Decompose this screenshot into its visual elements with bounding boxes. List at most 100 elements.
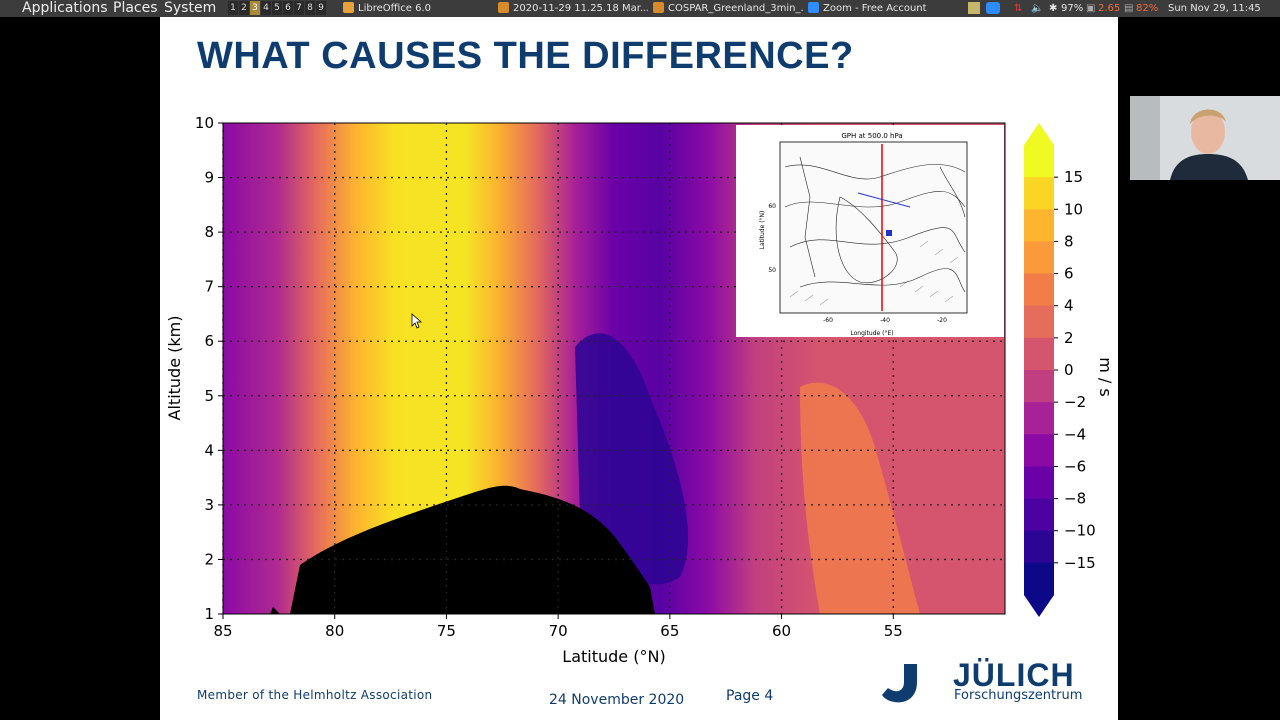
y-tick-label: 6 bbox=[204, 332, 214, 350]
colorbar-tick-label: −8 bbox=[1064, 490, 1086, 508]
plot-frame bbox=[222, 122, 1006, 615]
y-tick-label: 8 bbox=[204, 223, 214, 241]
colorbar-tick-label: 10 bbox=[1064, 200, 1083, 218]
juelich-logo-icon bbox=[882, 664, 917, 703]
workspace-1[interactable]: 1 bbox=[228, 1, 238, 15]
x-tick-label: 70 bbox=[549, 622, 568, 640]
volume-icon[interactable]: 🔈 bbox=[1031, 3, 1044, 14]
tray-app-icon[interactable] bbox=[968, 2, 980, 14]
colorbar-segment bbox=[1024, 305, 1054, 339]
inset-y-tick: 50 bbox=[768, 267, 776, 274]
colorbar-segment bbox=[1024, 530, 1054, 564]
inset-map: GPH at 500.0 hPa Latitude (°N) 60 50 -60… bbox=[736, 125, 1004, 337]
x-tick-label: 60 bbox=[772, 622, 791, 640]
colorbar-segment bbox=[1024, 466, 1054, 500]
webcam-video[interactable] bbox=[1130, 96, 1280, 180]
inset-contours bbox=[784, 156, 966, 293]
colorbar-ticks: 15 10 8 6 4 2 0 −2 −4 −6 −8 −10 −15 bbox=[1054, 168, 1096, 572]
colorbar-segment bbox=[1024, 402, 1054, 435]
colorbar-tick-label: 8 bbox=[1064, 232, 1074, 250]
workspace-8[interactable]: 8 bbox=[305, 1, 315, 15]
load-label: 2.65 bbox=[1098, 3, 1121, 14]
inset-frame bbox=[779, 141, 968, 314]
battery-label[interactable]: 97% bbox=[1061, 3, 1084, 14]
menu-applications[interactable]: Applications bbox=[22, 0, 108, 16]
colorbar-tick-label: 15 bbox=[1064, 168, 1083, 186]
task-libreoffice[interactable]: LibreOffice 6.0 bbox=[343, 0, 493, 17]
memory-icon: ▤ bbox=[1124, 3, 1134, 14]
libreoffice-icon bbox=[343, 2, 354, 13]
y-tick-label: 3 bbox=[204, 496, 214, 514]
cpu-icon: ▣ bbox=[1086, 3, 1096, 14]
workspace-2[interactable]: 2 bbox=[239, 1, 249, 15]
logo-subtitle: Forschungszentrum bbox=[954, 688, 1083, 703]
colorbar-segment bbox=[1024, 273, 1054, 307]
mouse-cursor bbox=[411, 313, 423, 329]
menu-system[interactable]: System bbox=[164, 0, 217, 16]
workspace-3[interactable]: 3 bbox=[250, 1, 260, 15]
x-axis-label: Latitude (°N) bbox=[562, 647, 665, 666]
colorbar-segment bbox=[1024, 434, 1054, 467]
colorbar-tick-label: 0 bbox=[1064, 361, 1074, 379]
memory-label: 82% bbox=[1136, 3, 1159, 14]
x-axis: 85 80 75 70 65 60 55 bbox=[213, 614, 903, 640]
colorbar bbox=[1024, 123, 1054, 617]
flight-track bbox=[857, 192, 911, 208]
negative-core bbox=[575, 333, 689, 585]
workspace-9[interactable]: 9 bbox=[316, 1, 326, 15]
x-tick-label: 55 bbox=[884, 622, 903, 640]
x-tick-label: 75 bbox=[437, 622, 456, 640]
colorbar-tick-label: −10 bbox=[1064, 522, 1096, 540]
presenter-avatar bbox=[1130, 96, 1280, 180]
colorbar-segment bbox=[1024, 177, 1054, 210]
colorbar-segment bbox=[1024, 145, 1054, 178]
slide-title: WHAT CAUSES THE DIFFERENCE? bbox=[197, 35, 854, 77]
task-recording[interactable]: 2020-11-29 11.25.18 Mar... bbox=[498, 0, 648, 17]
y-tick-label: 2 bbox=[204, 550, 214, 568]
greenland-terrain bbox=[290, 485, 655, 614]
y-axis-label: Altitude (km) bbox=[165, 316, 184, 421]
station-marker bbox=[886, 230, 892, 236]
colorbar-segment bbox=[1024, 241, 1054, 275]
inset-wind-barbs bbox=[789, 240, 959, 306]
colorbar-tick-label: −4 bbox=[1064, 425, 1086, 443]
colorbar-tick-label: −2 bbox=[1064, 393, 1086, 411]
x-tick-label: 65 bbox=[660, 622, 679, 640]
presentation-slide: WHAT CAUSES THE DIFFERENCE? bbox=[160, 17, 1118, 720]
clock[interactable]: Sun Nov 29, 11:45 bbox=[1168, 3, 1261, 14]
task-cospar[interactable]: COSPAR_Greenland_3min_... bbox=[653, 0, 803, 17]
y-tick-label: 1 bbox=[204, 605, 214, 623]
footer-date: 24 November 2020 bbox=[549, 692, 685, 708]
network-icon[interactable]: ⇅ bbox=[1014, 3, 1023, 14]
colorbar-segment bbox=[1024, 498, 1054, 532]
terrain-spike bbox=[270, 607, 280, 614]
workspace-6[interactable]: 6 bbox=[283, 1, 293, 15]
colorbar-tick-label: 2 bbox=[1064, 329, 1074, 347]
bluetooth-icon[interactable]: ✱ bbox=[1049, 3, 1058, 14]
colorbar-segment bbox=[1024, 209, 1054, 242]
colorbar-tick-label: −15 bbox=[1064, 554, 1096, 572]
document-icon bbox=[653, 2, 664, 13]
colorbar-label: m / s bbox=[1096, 357, 1115, 396]
inset-x-tick: -60 bbox=[823, 317, 833, 324]
y-axis: 1 2 3 4 5 6 7 8 9 10 bbox=[195, 114, 223, 623]
y-tick-label: 5 bbox=[204, 387, 214, 405]
menu-places[interactable]: Places bbox=[113, 0, 158, 16]
colorbar-tick-label: 4 bbox=[1064, 297, 1074, 315]
footer-member: Member of the Helmholtz Association bbox=[197, 688, 433, 702]
tray-zoom-icon[interactable] bbox=[986, 2, 1000, 14]
colorbar-segment bbox=[1024, 337, 1054, 371]
logo-text: JÜLICH bbox=[953, 657, 1075, 693]
workspace-4[interactable]: 4 bbox=[261, 1, 271, 15]
y-tick-label: 4 bbox=[204, 441, 214, 459]
workspace-5[interactable]: 5 bbox=[272, 1, 282, 15]
colorbar-segment bbox=[1024, 562, 1054, 596]
task-zoom[interactable]: Zoom - Free Account bbox=[808, 0, 958, 17]
zoom-icon bbox=[808, 2, 819, 13]
colorbar-tick-label: 6 bbox=[1064, 265, 1074, 283]
workspace-7[interactable]: 7 bbox=[294, 1, 304, 15]
inset-title: GPH at 500.0 hPa bbox=[841, 132, 902, 140]
x-tick-label: 80 bbox=[325, 622, 344, 640]
